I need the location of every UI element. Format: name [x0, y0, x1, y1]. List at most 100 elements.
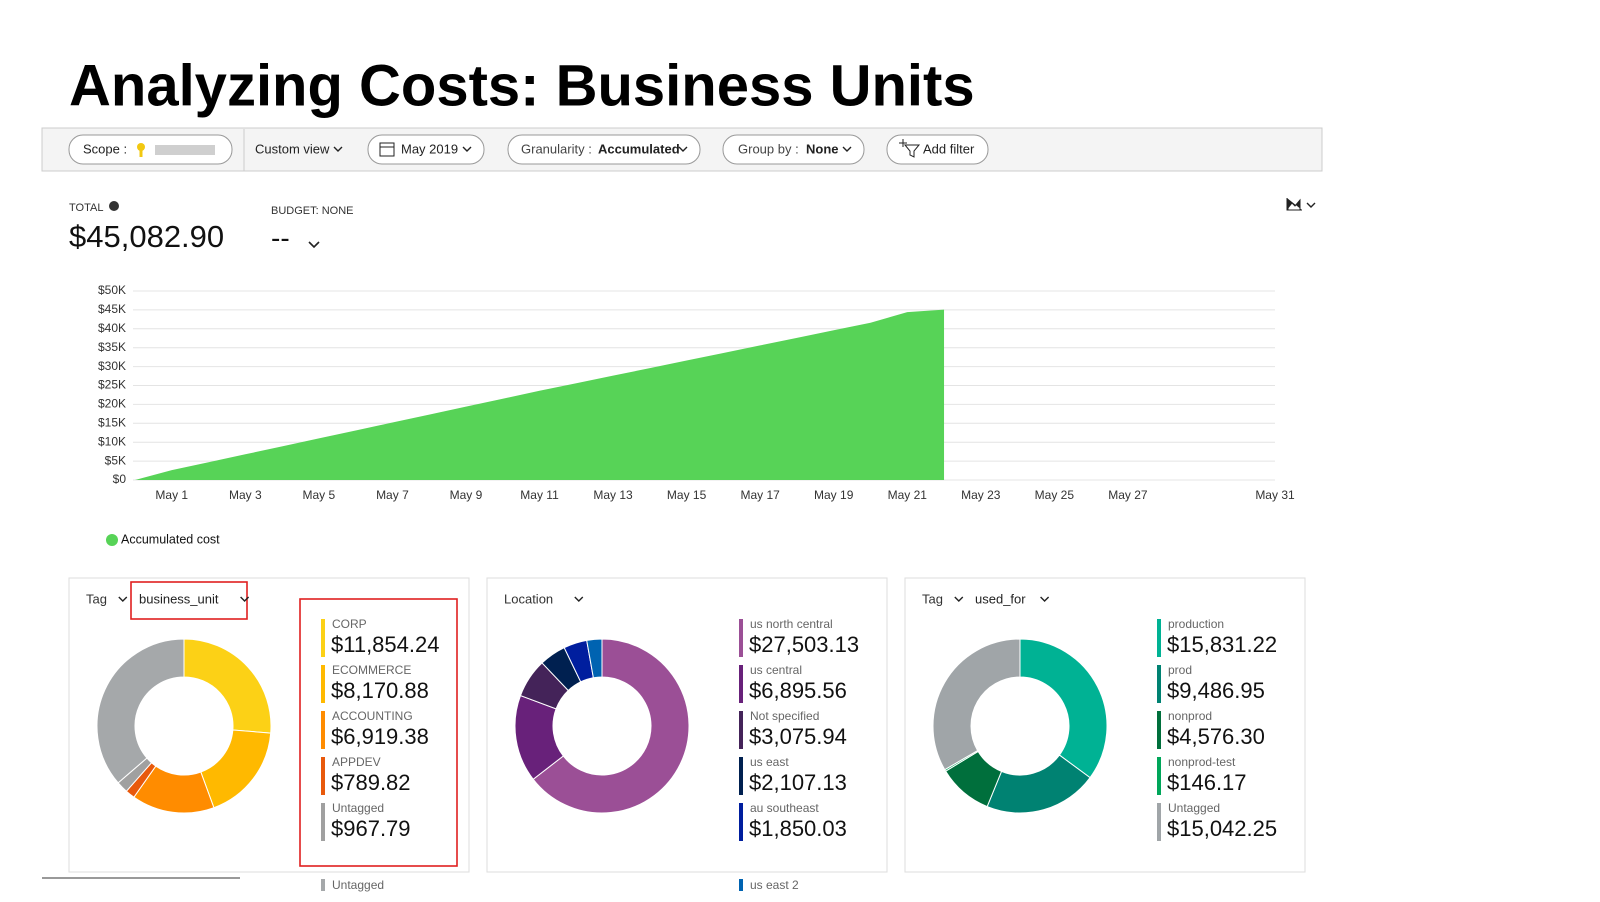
- dropdown-chevron: [118, 596, 128, 602]
- scope-label: Scope :: [83, 141, 127, 156]
- legend-swatch: [1157, 711, 1161, 749]
- x-tick-label: May 9: [450, 488, 483, 502]
- x-tick-label: May 25: [1035, 488, 1075, 502]
- legend-name: us north central: [750, 617, 833, 631]
- dropdown-label: Tag: [922, 591, 943, 606]
- custom-view-label: Custom view: [255, 141, 330, 156]
- x-tick-label: May 27: [1108, 488, 1148, 502]
- x-tick-label: May 19: [814, 488, 854, 502]
- dropdown-chevron: [574, 596, 584, 602]
- legend-name: ECOMMERCE: [332, 663, 411, 677]
- custom-view[interactable]: Custom view: [255, 141, 343, 156]
- add-filter-label: Add filter: [923, 141, 975, 156]
- y-tick-label: $40K: [98, 321, 126, 335]
- legend-swatch: [1157, 757, 1161, 795]
- legend-name: APPDEV: [332, 755, 381, 769]
- legend-swatch: [739, 803, 743, 841]
- granularity-value: Accumulated: [598, 141, 680, 156]
- legend-swatch: [321, 879, 325, 891]
- legend-name: ACCOUNTING: [332, 709, 413, 723]
- legend-name: us central: [750, 663, 802, 677]
- group-by-pill[interactable]: Group by : None: [722, 134, 865, 165]
- legend-swatch: [739, 619, 743, 657]
- legend-name: CORP: [332, 617, 367, 631]
- legend-swatch: [1157, 665, 1161, 703]
- budget-chevron[interactable]: [308, 241, 320, 249]
- legend-value: $789.82: [331, 770, 411, 795]
- legend-swatch: [321, 803, 325, 841]
- legend-value: $146.17: [1167, 770, 1247, 795]
- legend-swatch: [321, 757, 325, 795]
- legend-name: Untagged: [332, 801, 384, 815]
- legend-swatch: [321, 619, 325, 657]
- add-filter-pill[interactable]: Add filter: [886, 134, 989, 165]
- legend-name: Untagged: [332, 878, 384, 892]
- x-tick-label: May 11: [520, 488, 559, 502]
- legend-name: us east: [750, 755, 789, 769]
- y-tick-label: $50K: [98, 283, 126, 297]
- budget-label: BUDGET: NONE: [271, 205, 354, 217]
- x-tick-label: May 3: [229, 488, 262, 502]
- x-tick-label: May 13: [593, 488, 633, 502]
- group-by-label: Group by :: [738, 141, 799, 156]
- budget-value: --: [271, 222, 290, 253]
- dropdown-chevron: [240, 596, 250, 602]
- legend-name: nonprod: [1168, 709, 1212, 723]
- legend-swatch: [1157, 619, 1161, 657]
- legend-value: $11,854.24: [331, 632, 439, 657]
- dropdown-value: used_for: [975, 591, 1026, 606]
- y-tick-label: $25K: [98, 378, 126, 392]
- total-label: TOTAL: [69, 202, 103, 214]
- granularity-pill[interactable]: Granularity : Accumulated: [507, 134, 701, 165]
- x-tick-label: May 15: [667, 488, 707, 502]
- date-label: May 2019: [401, 141, 458, 156]
- y-tick-label: $15K: [98, 415, 126, 429]
- y-tick-label: $10K: [98, 434, 126, 448]
- legend-value: $1,850.03: [749, 816, 847, 841]
- legend-name: prod: [1168, 663, 1192, 677]
- highlight-box: [299, 598, 458, 867]
- x-tick-label: May 23: [961, 488, 1001, 502]
- legend-swatch: [739, 665, 743, 703]
- legend-value: $15,831.22: [1167, 632, 1277, 657]
- legend-name: nonprod-test: [1168, 755, 1236, 769]
- legend-value: $6,919.38: [331, 724, 429, 749]
- group-by-value: None: [806, 141, 839, 156]
- date-pill[interactable]: May 2019: [367, 134, 485, 165]
- dropdown-value: business_unit: [139, 591, 219, 606]
- legend-name: Not specified: [750, 709, 819, 723]
- y-tick-label: $5K: [105, 453, 126, 467]
- area: [135, 309, 945, 480]
- x-tick-label: May 17: [740, 488, 780, 502]
- info-icon[interactable]: [109, 201, 119, 211]
- x-tick-label: May 31: [1255, 488, 1295, 502]
- donut-slice: [96, 638, 185, 784]
- legend-name: us east 2: [750, 878, 799, 892]
- donut-slice: [532, 638, 690, 814]
- y-tick-label: $0: [113, 472, 127, 486]
- x-tick-label: May 5: [303, 488, 336, 502]
- legend-value: $9,486.95: [1167, 678, 1265, 703]
- chart-type-menu[interactable]: [1286, 198, 1316, 211]
- legend-swatch: [739, 711, 743, 749]
- legend-name: au southeast: [750, 801, 819, 815]
- legend-value: $8,170.88: [331, 678, 429, 703]
- y-tick-label: $30K: [98, 359, 126, 373]
- donut-slice: [586, 638, 603, 679]
- legend-value: $27,503.13: [749, 632, 859, 657]
- x-tick-label: May 1: [155, 488, 188, 502]
- granularity-label: Granularity :: [521, 141, 592, 156]
- legend-value: $15,042.25: [1167, 816, 1277, 841]
- x-tick-label: May 21: [888, 488, 928, 502]
- scope-pill[interactable]: Scope :: [68, 134, 233, 165]
- legend-swatch: [739, 757, 743, 795]
- dropdown-chevron: [954, 596, 964, 602]
- y-tick-label: $20K: [98, 397, 126, 411]
- y-tick-label: $45K: [98, 302, 126, 316]
- legend-value: $967.79: [331, 816, 411, 841]
- legend-value: $6,895.56: [749, 678, 847, 703]
- legend-swatch: [106, 534, 118, 546]
- dropdown-chevron: [1040, 596, 1050, 602]
- donut-slice: [932, 638, 1021, 771]
